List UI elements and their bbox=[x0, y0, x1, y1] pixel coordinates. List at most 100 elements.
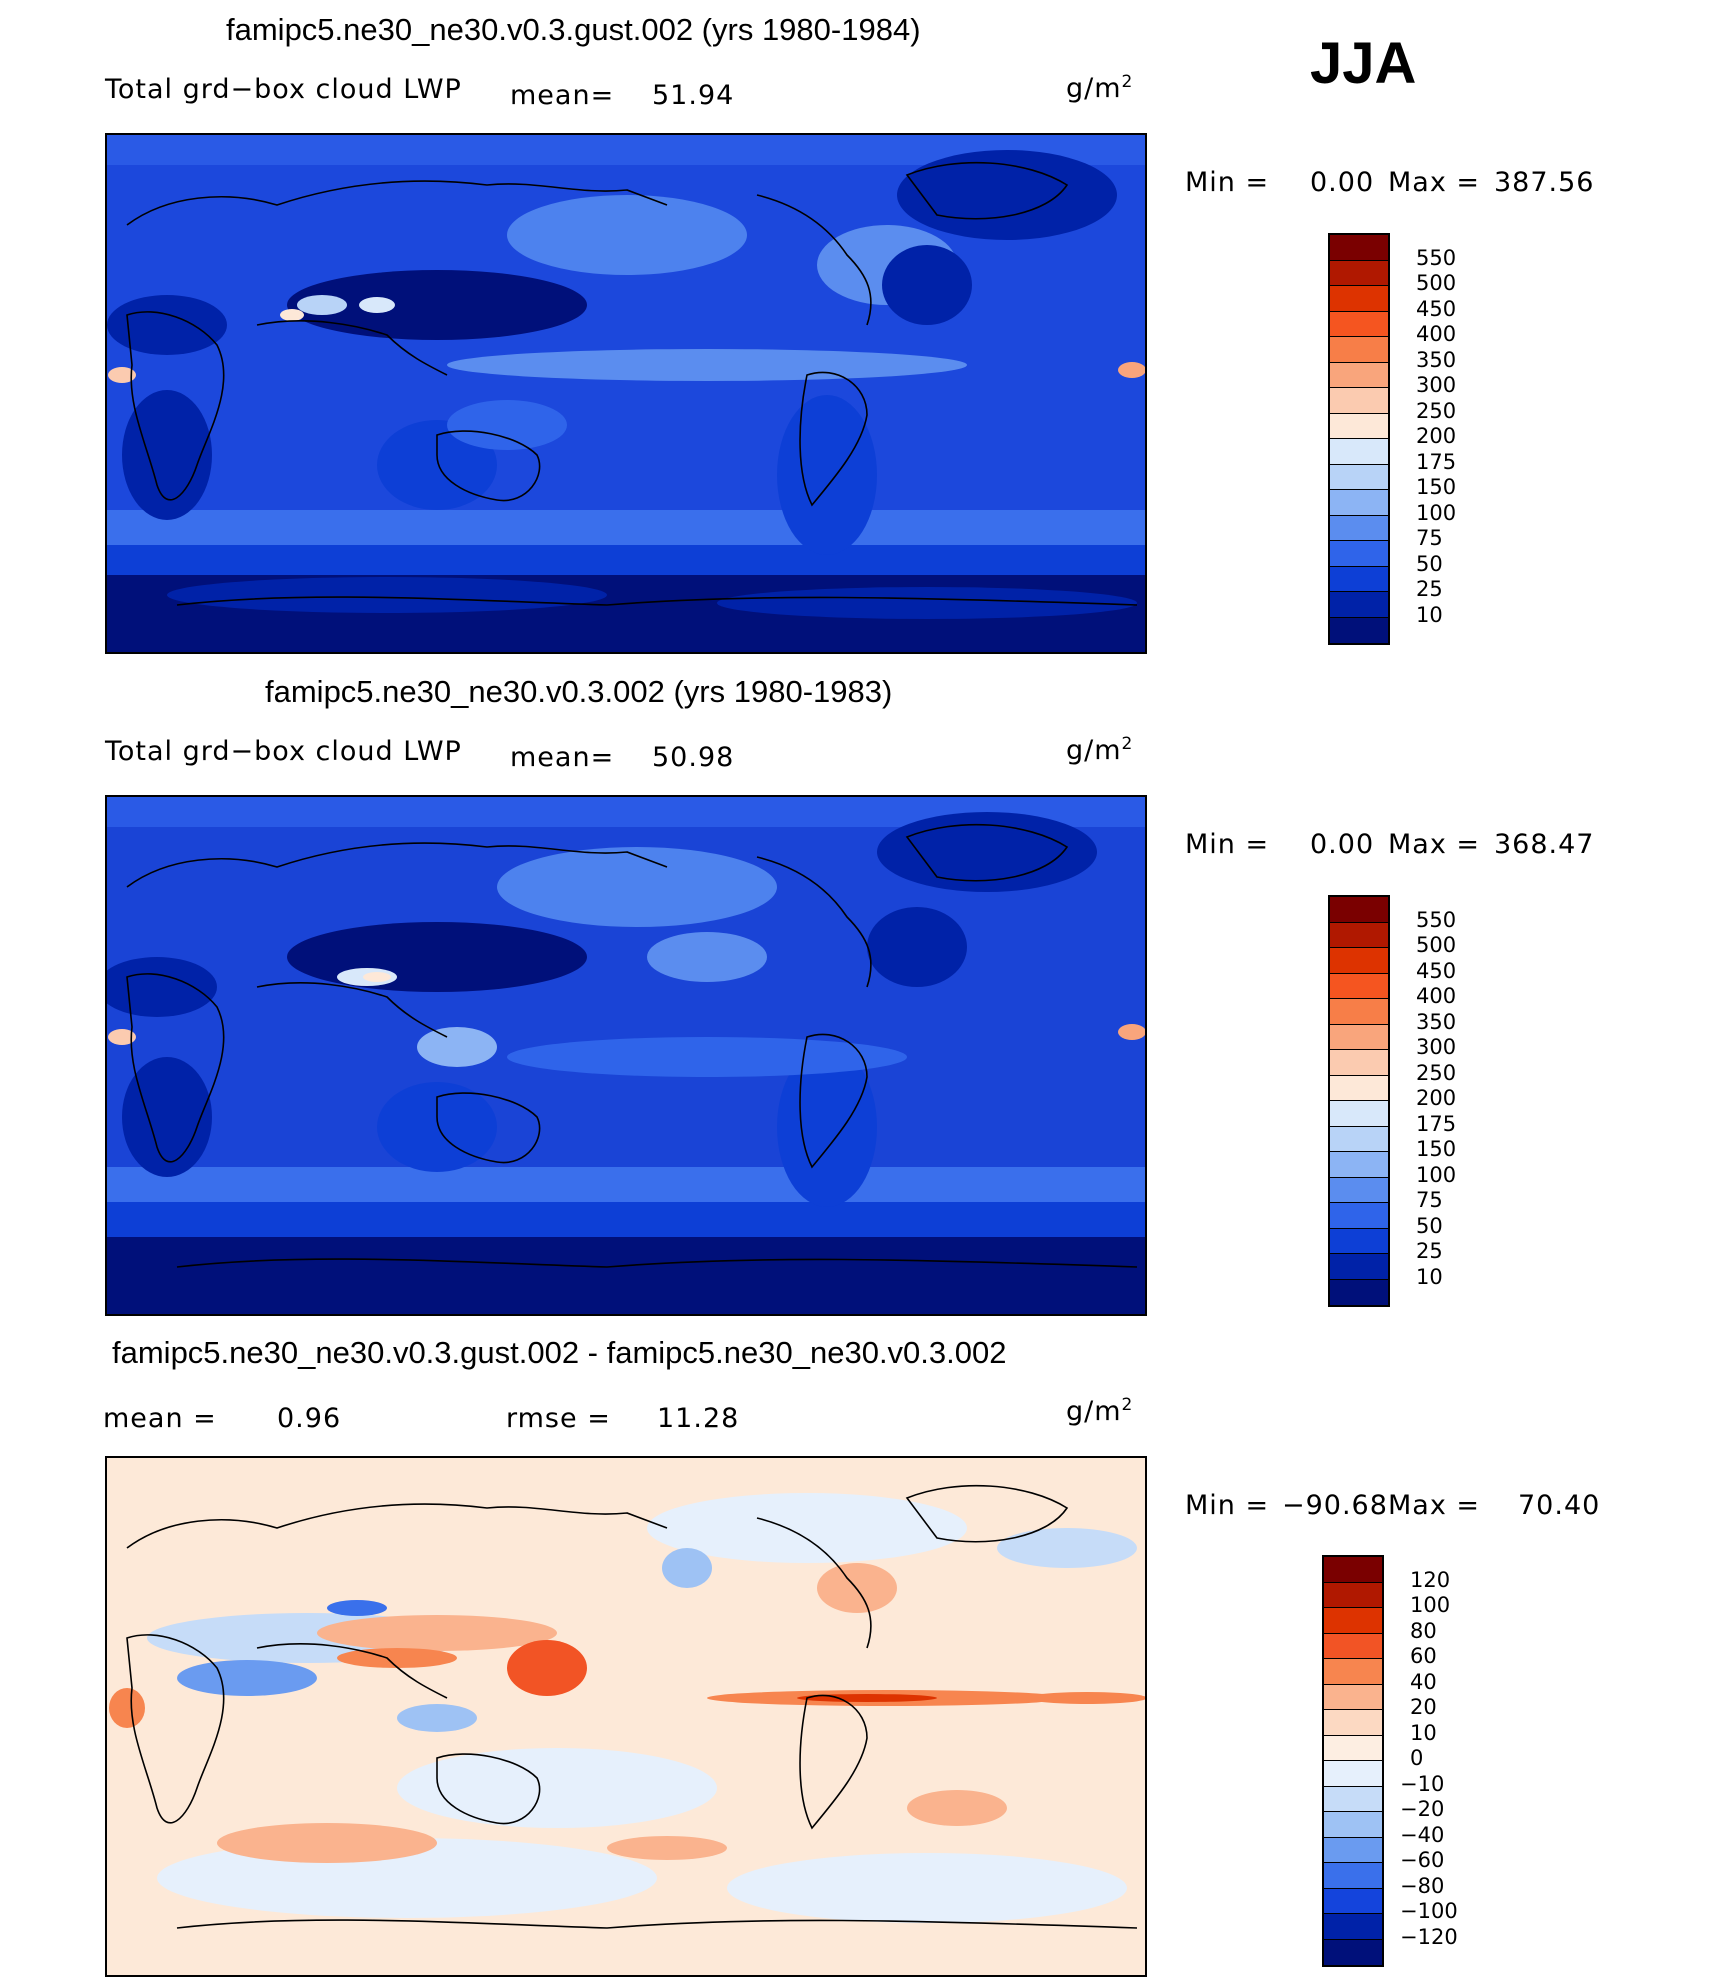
colorbar-swatch bbox=[1324, 1837, 1382, 1863]
panel-3-units: g/m2 bbox=[1066, 1395, 1134, 1427]
colorbar-tick-label: 10 bbox=[1410, 1720, 1437, 1745]
colorbar-swatch bbox=[1330, 1279, 1388, 1305]
colorbar-swatch bbox=[1324, 1939, 1382, 1965]
colorbar-tick-label: 200 bbox=[1416, 424, 1457, 448]
season-label: JJA bbox=[1310, 31, 1417, 96]
colorbar-tick-label: 250 bbox=[1416, 1060, 1457, 1085]
colorbar-tick-label: 75 bbox=[1416, 526, 1443, 550]
panel-2-mean-label: mean= bbox=[510, 742, 615, 773]
colorbar-tick-label: 350 bbox=[1416, 347, 1457, 372]
colorbar-swatch bbox=[1330, 515, 1388, 541]
colorbar-tick-label: −20 bbox=[1400, 1797, 1445, 1821]
colorbar-tick-label: 500 bbox=[1416, 271, 1457, 295]
colorbar-swatch bbox=[1330, 260, 1388, 286]
colorbar-tick-label: 500 bbox=[1416, 933, 1457, 957]
panel-1-mean-value: 51.94 bbox=[652, 80, 735, 111]
colorbar-swatch bbox=[1330, 388, 1388, 414]
panel-2-title: famipc5.ne30_ne30.v0.3.002 (yrs 1980-198… bbox=[265, 674, 893, 709]
colorbar-swatch bbox=[1330, 1203, 1388, 1229]
panel-3-mean-label: mean = bbox=[103, 1403, 217, 1434]
panel-1-min-value: 0.00 bbox=[1310, 167, 1375, 198]
colorbar-tick-label: 200 bbox=[1416, 1086, 1457, 1110]
colorbar-swatch bbox=[1324, 1557, 1382, 1583]
colorbar-tick-label: 10 bbox=[1416, 1264, 1443, 1289]
colorbar-swatch bbox=[1330, 362, 1388, 388]
panel-3-mean-value: 0.96 bbox=[277, 1403, 342, 1434]
colorbar-tick-label: 250 bbox=[1416, 398, 1457, 423]
colorbar-tick-label: 0 bbox=[1410, 1746, 1424, 1770]
colorbar-swatch bbox=[1330, 1101, 1388, 1127]
colorbar-swatch bbox=[1330, 592, 1388, 618]
panel-3-map bbox=[105, 1456, 1147, 1977]
colorbar-swatch bbox=[1330, 235, 1388, 261]
colorbar-swatch bbox=[1330, 490, 1388, 516]
panel-1-min-label: Min = bbox=[1185, 167, 1270, 198]
colorbar-swatch bbox=[1330, 1254, 1388, 1280]
panel-2-map bbox=[105, 795, 1147, 1316]
panel-1-title: famipc5.ne30_ne30.v0.3.gust.002 (yrs 198… bbox=[226, 12, 921, 47]
colorbar-tick-label: −60 bbox=[1400, 1848, 1445, 1872]
colorbar-tick-label: 100 bbox=[1410, 1593, 1451, 1617]
colorbar-swatch bbox=[1330, 1050, 1388, 1076]
colorbar-tick-label: 40 bbox=[1410, 1669, 1437, 1694]
colorbar-swatch bbox=[1324, 1659, 1382, 1685]
panel-2-max-value: 368.47 bbox=[1494, 829, 1595, 860]
colorbar-tick-label: 350 bbox=[1416, 1009, 1457, 1034]
colorbar-swatch bbox=[1330, 1152, 1388, 1178]
panel-3-max-label: Max = bbox=[1388, 1490, 1481, 1521]
colorbar-swatch bbox=[1324, 1633, 1382, 1659]
colorbar-swatch bbox=[1330, 413, 1388, 439]
colorbar-swatch bbox=[1330, 1228, 1388, 1254]
panel-2-colorbar-labels: 550 500 450 400 350 300 250 200 175 150 100 75 50 25 1… bbox=[1406, 895, 1486, 1307]
panel-2-max-label: Max = bbox=[1388, 829, 1481, 860]
colorbar-swatch bbox=[1330, 897, 1388, 923]
colorbar-tick-label: 150 bbox=[1416, 1137, 1457, 1161]
colorbar-swatch bbox=[1324, 1608, 1382, 1634]
colorbar-tick-label: 10 bbox=[1416, 602, 1443, 627]
panel-3-min-value: −90.68 bbox=[1282, 1490, 1388, 1521]
colorbar-swatch bbox=[1330, 566, 1388, 592]
panel-1-max-value: 387.56 bbox=[1494, 167, 1595, 198]
colorbar-swatch bbox=[1330, 1024, 1388, 1050]
panel-2-min-value: 0.00 bbox=[1310, 829, 1375, 860]
colorbar-tick-label: 100 bbox=[1416, 1162, 1457, 1187]
colorbar-tick-label: −10 bbox=[1400, 1771, 1445, 1796]
colorbar-tick-label: 300 bbox=[1416, 1035, 1457, 1059]
colorbar-tick-label: 450 bbox=[1416, 296, 1457, 321]
colorbar-tick-label: 175 bbox=[1416, 1111, 1457, 1136]
colorbar-swatch bbox=[1330, 337, 1388, 363]
colorbar-tick-label: 80 bbox=[1410, 1618, 1437, 1643]
panel-3-map-field bbox=[107, 1458, 1145, 1975]
panel-2-units: g/m2 bbox=[1066, 734, 1134, 766]
panel-3-colorbar bbox=[1322, 1555, 1384, 1967]
colorbar-swatch bbox=[1330, 617, 1388, 643]
colorbar-tick-label: 50 bbox=[1416, 551, 1443, 576]
panel-1-units: g/m2 bbox=[1066, 72, 1134, 104]
colorbar-tick-label: 60 bbox=[1410, 1644, 1437, 1668]
colorbar-swatch bbox=[1324, 1684, 1382, 1710]
colorbar-tick-label: 300 bbox=[1416, 373, 1457, 397]
panel-3-rmse-label: rmse = bbox=[506, 1403, 611, 1434]
panel-2-map-field bbox=[107, 797, 1145, 1314]
colorbar-swatch bbox=[1330, 311, 1388, 337]
colorbar-swatch bbox=[1330, 973, 1388, 999]
panel-3-rmse-value: 11.28 bbox=[657, 1403, 740, 1434]
colorbar-swatch bbox=[1330, 286, 1388, 312]
colorbar-swatch bbox=[1330, 464, 1388, 490]
colorbar-tick-label: −40 bbox=[1400, 1822, 1445, 1847]
colorbar-tick-label: 100 bbox=[1416, 500, 1457, 525]
colorbar-tick-label: −100 bbox=[1400, 1899, 1458, 1923]
panel-1-mean-label: mean= bbox=[510, 80, 615, 111]
colorbar-tick-label: 400 bbox=[1416, 322, 1457, 346]
colorbar-swatch bbox=[1324, 1786, 1382, 1812]
colorbar-tick-label: 50 bbox=[1416, 1213, 1443, 1238]
colorbar-tick-label: 25 bbox=[1416, 577, 1443, 601]
panel-1-colorbar bbox=[1328, 233, 1390, 645]
colorbar-swatch bbox=[1330, 1075, 1388, 1101]
colorbar-tick-label: 75 bbox=[1416, 1188, 1443, 1212]
colorbar-swatch bbox=[1330, 999, 1388, 1025]
colorbar-tick-label: 120 bbox=[1410, 1567, 1451, 1592]
panel-2-min-label: Min = bbox=[1185, 829, 1270, 860]
colorbar-swatch bbox=[1330, 541, 1388, 567]
colorbar-tick-label: 400 bbox=[1416, 984, 1457, 1008]
